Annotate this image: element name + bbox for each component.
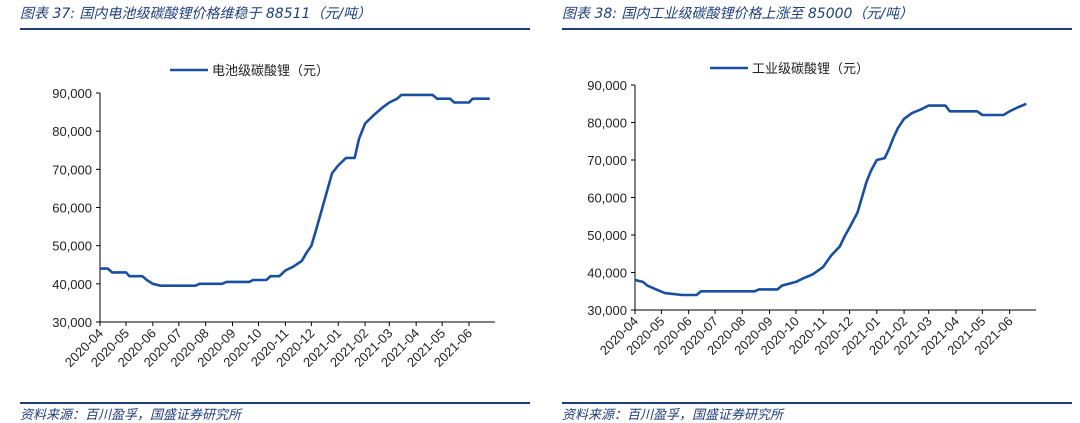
y-tick-label: 30,000 [587,303,627,318]
series-line [100,93,490,287]
y-tick-label: 40,000 [52,277,92,292]
y-tick-label: 70,000 [587,153,627,168]
y-tick-label: 60,000 [52,201,92,216]
figure-37: 图表 37: 国内电池级碳酸锂价格维稳于 88511（元/吨） 30,000 40… [20,0,530,423]
battery-grade-lithium-carbonate-chart: 30,000 40,000 50,000 60,000 70,000 80,000 90,0… [52,64,495,370]
y-tick-label: 90,000 [587,78,627,93]
figure-title: 图表 38: 国内工业级碳酸锂价格上涨至 85000（元/吨） [562,6,914,22]
source-note: 资料来源：百川盈孚，国盛证券研究所 [20,408,242,423]
y-tick-label: 30,000 [52,315,92,330]
legend-label: 电池级碳酸锂（元） [212,64,329,79]
y-tick-label: 80,000 [52,124,92,139]
source-rule [20,402,530,404]
y-tick-label: 60,000 [587,191,627,206]
y-tick-label: 40,000 [587,266,627,281]
source-rule [562,402,1072,404]
source-note: 资料来源：百川盈孚，国盛证券研究所 [562,408,784,423]
y-tick-label: 90,000 [52,86,92,101]
y-tick-label: 80,000 [587,116,627,131]
figure-38: 图表 38: 国内工业级碳酸锂价格上涨至 85000（元/吨） 30,000 40… [562,0,1072,423]
title-rule [20,28,530,30]
title-rule [562,28,1072,30]
figure-title: 图表 37: 国内电池级碳酸锂价格维稳于 88511（元/吨） [20,6,372,22]
series-line [634,102,1027,297]
y-tick-label: 50,000 [587,228,627,243]
y-tick-label: 50,000 [52,239,92,254]
y-tick-label: 70,000 [52,162,92,177]
legend-label: 工业级碳酸锂（元） [752,62,869,77]
industrial-grade-lithium-carbonate-chart: 30,000 40,000 50,000 60,000 70,000 80,000 90,0… [587,62,1036,358]
